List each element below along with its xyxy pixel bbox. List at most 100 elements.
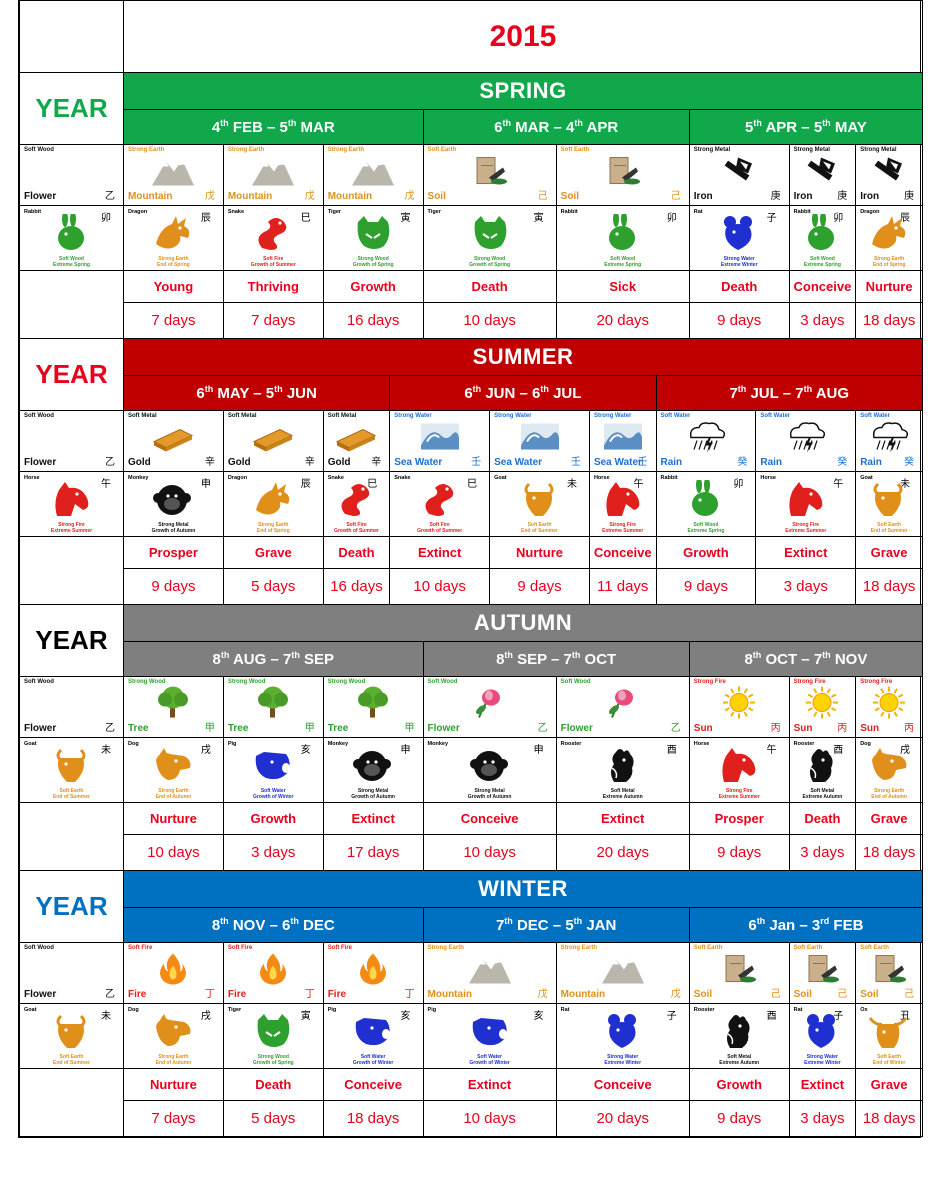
animal-desc-line1: Soft Water — [477, 1054, 502, 1060]
status-cell: Nurture — [855, 270, 923, 303]
summer-element-cell: Soft Water Rain 癸 — [755, 410, 857, 472]
summer-date-range-2: 6th JUN – 6th JUL — [389, 375, 657, 411]
element-name-label: Sea Water — [593, 457, 642, 468]
status-cell: Conceive — [322, 1068, 424, 1101]
range-end-suffix: rd — [820, 916, 830, 926]
animal-description: Soft Wood Extreme Spring — [790, 256, 855, 268]
snake-icon — [250, 214, 296, 257]
animal-description: Strong Metal Growth of Autumn — [324, 788, 422, 800]
status-cell: Thriving — [222, 270, 324, 303]
spring-animal-cell: Snake 巳 Soft Fire Growth of Summer — [222, 205, 324, 271]
autumn-element-cell: Soft Wood Flower 乙 — [555, 676, 690, 738]
range-dash: – — [549, 119, 567, 136]
animal-description: Strong Water Extreme Winter — [690, 256, 788, 268]
spring-animal-cell: Tiger 寅 Strong Wood Growth of Spring — [322, 205, 424, 271]
animal-description: Soft Fire Growth of Summer — [324, 522, 389, 534]
animal-desc-line1: Soft Wood — [693, 522, 719, 528]
sun-icon — [716, 686, 762, 725]
days-cell: 10 days — [422, 302, 557, 339]
range-start-month: OCT — [765, 651, 798, 668]
fire-icon — [350, 952, 396, 991]
animal-description: Soft Wood Extreme Spring — [657, 522, 755, 534]
range-end-month: APR — [586, 119, 619, 136]
summer-date-range-3: 7th JUL – 7th AUG — [655, 375, 923, 411]
range-end-suffix: th — [290, 916, 299, 926]
spring-year-label: YEAR — [19, 72, 124, 145]
element-name-label: Mountain — [227, 191, 273, 202]
element-strength-label: Strong Earth — [560, 945, 597, 951]
status-cell: Death — [222, 1068, 324, 1101]
animal-desc-line2: Extreme Autumn — [719, 1060, 760, 1066]
animal-description: Soft Metal Extreme Autumn — [790, 788, 855, 800]
snake-icon — [417, 480, 463, 523]
element-strength-label: Soft Wood — [560, 679, 591, 685]
range-start-month: APR — [765, 119, 798, 136]
status-cell: Prosper — [123, 536, 224, 569]
element-cjk-label: 戊 — [304, 191, 315, 202]
animal-name-label: Tiger — [227, 1007, 242, 1013]
status-cell: Grave — [222, 536, 324, 569]
animal-desc-line2: Extreme Spring — [803, 262, 841, 268]
animal-name-label: Rabbit — [24, 209, 42, 215]
element-name-label: Gold — [227, 457, 251, 468]
range-end-day: 5 — [565, 917, 574, 934]
animal-cjk-label: 辰 — [300, 479, 311, 490]
element-name-label: Rain — [760, 457, 783, 468]
element-cjk-label: 己 — [670, 191, 681, 202]
animal-description: Strong Earth End of Autumn — [857, 788, 922, 800]
range-start-day: 6 — [494, 119, 503, 136]
status-cell: Extinct — [555, 802, 690, 835]
range-start-suffix: th — [753, 118, 762, 128]
range-dash: – — [797, 119, 814, 136]
days-cell: 10 days — [422, 1100, 557, 1137]
animal-name-label: Goat — [24, 1007, 37, 1013]
animal-desc-line2: Growth of Winter — [253, 794, 294, 800]
days-cell: 18 days — [855, 1100, 923, 1137]
element-name-label: Sun — [693, 723, 713, 734]
range-end-suffix: th — [540, 384, 549, 394]
animal-desc-line2: Extreme Autumn — [602, 794, 643, 800]
element-name-label: Flower — [560, 723, 593, 734]
element-cjk-label: 丙 — [770, 723, 781, 734]
status-cell: Extinct — [788, 1068, 857, 1101]
range-start-month: JUN — [485, 385, 516, 402]
status-cell: Conceive — [788, 270, 857, 303]
element-name-label: Sun — [860, 723, 880, 734]
spring-animal-cell: Dragon 辰 Strong Earth End of Spring — [855, 205, 923, 271]
days-cell: 5 days — [222, 568, 324, 605]
animal-desc-line1: Strong Earth — [158, 788, 189, 794]
goat-icon — [866, 480, 912, 523]
element-name-label: Mountain — [560, 989, 606, 1000]
animal-description: Strong Earth End of Autumn — [124, 788, 222, 800]
undefined-icon — [49, 154, 95, 193]
animal-description: Strong Fire Extreme Summer — [590, 522, 655, 534]
range-start-suffix: th — [504, 650, 513, 660]
status-cell: Growth — [222, 802, 324, 835]
tiger-icon — [467, 214, 513, 257]
year-element-cell: Soft Wood Flower 乙 — [19, 144, 124, 206]
animal-name-label: Monkey — [327, 741, 349, 747]
summer-animal-cell: Horse 午 Strong Fire Extreme Summer — [588, 471, 657, 537]
element-cjk-label: 庚 — [837, 191, 848, 202]
range-start-day: 8 — [744, 651, 753, 668]
animal-desc-line2: Growth of Autumn — [467, 794, 512, 800]
animal-description: Soft Metal Extreme Autumn — [690, 1054, 788, 1066]
status-cell: Death — [322, 536, 391, 569]
animal-name-label: Tiger — [427, 209, 441, 215]
gold-icon — [333, 420, 379, 459]
autumn-date-range-2: 8th SEP – 7th OCT — [422, 641, 690, 677]
soil-icon — [799, 952, 845, 991]
animal-desc-line1: Strong Water — [806, 1054, 839, 1060]
status-cell: Young — [123, 270, 224, 303]
days-cell: 16 days — [322, 568, 391, 605]
days-cell: 18 days — [322, 1100, 424, 1137]
range-start-day: 5 — [744, 119, 754, 136]
status-cell: Death — [688, 270, 790, 303]
animal-name-label: Rooster — [560, 741, 582, 747]
rat-icon — [716, 214, 762, 257]
element-name-label: Flower — [24, 723, 57, 734]
animal-cjk-label: 寅 — [400, 213, 411, 224]
animal-cjk-label: 未 — [101, 1011, 111, 1022]
animal-name-label: Horse — [760, 475, 776, 481]
autumn-animal-cell: Pig 亥 Soft Water Growth of Winter — [222, 737, 324, 803]
